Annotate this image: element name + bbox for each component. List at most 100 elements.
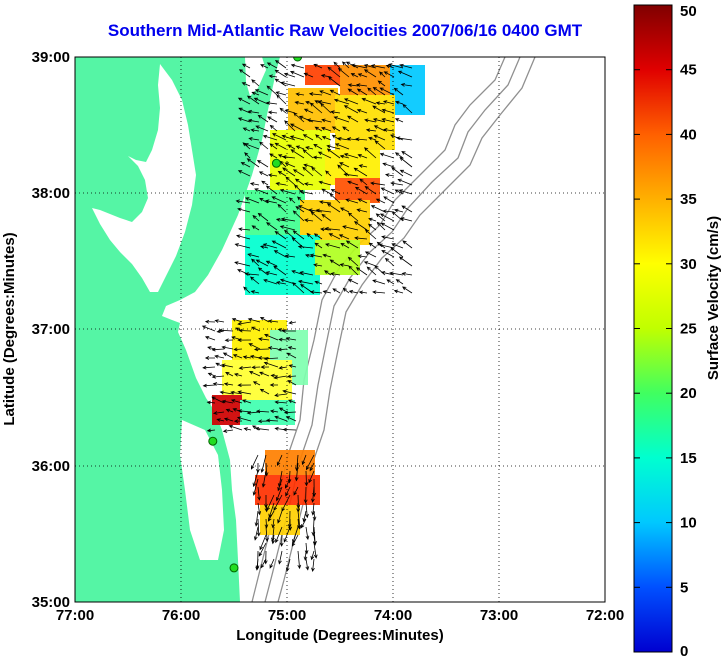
velocity-arrow <box>302 166 314 177</box>
velocity-arrow <box>247 109 260 114</box>
velocity-arrow <box>285 558 291 573</box>
velocity-arrow <box>251 454 259 470</box>
velocity-arrow <box>244 272 260 276</box>
y-tick-label: 36:00 <box>32 458 70 475</box>
velocity-arrow <box>273 494 283 512</box>
velocity-arrow <box>259 371 270 377</box>
velocity-arrow <box>393 208 404 213</box>
velocity-arrow <box>358 290 368 295</box>
velocity-arrow <box>214 354 225 359</box>
velocity-arrow <box>237 383 252 387</box>
velocity-arrow <box>231 336 243 341</box>
velocity-arrow <box>393 87 404 96</box>
velocity-arrow <box>345 198 359 204</box>
velocity-arrow <box>206 428 216 433</box>
velocity-arrow <box>314 126 323 132</box>
velocity-arrow <box>258 337 270 341</box>
velocity-arrow <box>232 354 243 359</box>
velocity-arrow <box>277 203 287 213</box>
velocity-arrow <box>359 178 368 186</box>
velocity-arrow <box>267 173 278 178</box>
velocity-arrow <box>277 510 283 524</box>
velocity-arrow <box>330 272 341 276</box>
velocity-arrow <box>260 454 267 473</box>
velocity-arrow <box>263 279 278 285</box>
velocity-arrow <box>383 128 395 132</box>
velocity-arrow <box>291 270 305 276</box>
velocity-arrow <box>267 510 275 522</box>
velocity-arrow <box>321 126 332 132</box>
velocity-arrow <box>257 356 270 360</box>
velocity-arrow <box>282 389 297 395</box>
velocity-arrow <box>231 318 243 323</box>
velocity-arrow <box>326 203 341 213</box>
velocity-arrow <box>284 162 296 168</box>
velocity-arrow <box>297 196 305 204</box>
velocity-arrow <box>375 198 386 204</box>
velocity-arrow <box>305 254 314 258</box>
velocity-arrow <box>269 143 278 150</box>
velocity-arrow <box>347 83 359 88</box>
velocity-arrow <box>356 88 368 96</box>
x-axis-title: Longitude (Degrees:Minutes) <box>236 627 444 644</box>
velocity-arrow <box>339 207 350 213</box>
velocity-arrow <box>382 100 395 105</box>
velocity-arrow <box>262 134 278 141</box>
velocity-arrow <box>275 281 287 285</box>
velocity-arrow <box>275 182 287 186</box>
velocity-arrow <box>264 199 278 204</box>
velocity-arrow <box>298 115 314 123</box>
colorbar-tick-label: 45 <box>680 62 697 79</box>
velocity-arrow <box>321 136 332 141</box>
velocity-arrow <box>386 279 395 285</box>
velocity-arrow <box>283 526 291 543</box>
velocity-arrow <box>321 188 332 195</box>
velocity-patch <box>340 65 395 95</box>
velocity-arrow <box>364 147 377 159</box>
velocity-arrow <box>254 188 269 195</box>
velocity-arrow <box>321 213 332 222</box>
velocity-arrow <box>277 170 287 177</box>
station-marker <box>271 158 281 168</box>
velocity-arrow <box>302 510 307 523</box>
velocity-arrow <box>328 233 341 240</box>
chesapeake-bay <box>92 64 196 292</box>
velocity-arrow <box>381 108 395 114</box>
velocity-arrow <box>277 347 288 352</box>
velocity-arrow <box>281 494 291 512</box>
velocity-arrow <box>240 162 251 168</box>
velocity-arrow <box>286 374 297 379</box>
velocity-arrow <box>272 133 287 141</box>
velocity-arrow <box>230 390 243 395</box>
velocity-arrow <box>238 328 252 333</box>
velocity-arrow <box>357 254 368 259</box>
velocity-arrow <box>354 186 368 195</box>
velocity-arrow <box>357 198 368 204</box>
velocity-arrow <box>348 289 359 294</box>
velocity-arrow <box>287 346 297 350</box>
velocity-arrow <box>347 88 359 96</box>
velocity-arrow <box>379 87 395 96</box>
velocity-arrow <box>248 137 260 141</box>
velocity-arrow <box>312 534 317 546</box>
velocity-arrow <box>232 408 243 413</box>
velocity-arrow <box>357 73 368 78</box>
velocity-arrow <box>234 243 251 249</box>
velocity-arrow <box>305 146 314 150</box>
velocity-arrow <box>397 70 413 78</box>
velocity-arrow <box>309 462 315 472</box>
velocity-arrow <box>314 280 323 285</box>
velocity-arrow <box>267 346 279 350</box>
velocity-arrow <box>251 225 260 231</box>
velocity-arrow <box>266 222 278 231</box>
velocity-arrow <box>399 217 413 222</box>
velocity-arrow <box>357 154 368 159</box>
velocity-arrow <box>265 260 278 267</box>
velocity-arrow <box>294 178 305 186</box>
velocity-arrow <box>212 382 225 386</box>
velocity-arrow <box>256 160 269 168</box>
velocity-arrow <box>279 225 296 231</box>
velocity-arrow <box>260 558 267 569</box>
velocity-arrow <box>259 534 267 551</box>
velocity-arrow <box>367 87 377 96</box>
